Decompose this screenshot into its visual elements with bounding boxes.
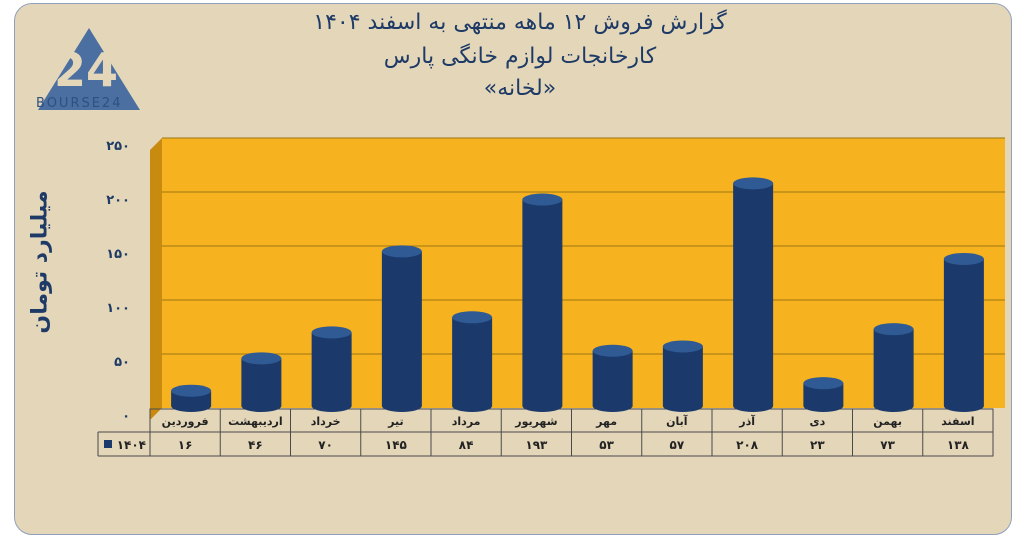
bourse24-logo: 24 — [38, 28, 140, 110]
data-value-label: ۵۷ — [670, 438, 685, 452]
data-value-label: ۱۳۸ — [947, 438, 970, 452]
bar-top — [592, 344, 633, 357]
bar — [873, 329, 914, 413]
data-value-label: ۷۰ — [318, 438, 333, 452]
y-tick-label: ۵۰ — [114, 355, 130, 370]
chart-subtitle: کارخانجات لوازم خانگی پارس — [383, 44, 657, 69]
data-value-label: ۱۹۳ — [525, 438, 548, 452]
bar-top — [241, 352, 282, 365]
bar-top — [873, 323, 914, 336]
bar — [522, 199, 563, 413]
logo-number: 24 — [54, 43, 118, 97]
plot-side-wall — [150, 138, 162, 420]
bar-top — [733, 177, 774, 190]
bar — [171, 390, 212, 413]
bar — [452, 317, 493, 413]
bar-top — [522, 193, 563, 206]
x-category-label: فروردین — [162, 415, 209, 428]
y-tick-label: ۱۰۰ — [106, 301, 130, 316]
x-category-label: مهر — [595, 415, 617, 428]
x-category-label: آذر — [738, 414, 755, 428]
y-tick-label: ۰ — [122, 409, 130, 424]
y-tick-label: ۲۵۰ — [106, 139, 130, 154]
bar — [943, 258, 984, 413]
bar-top — [171, 384, 212, 397]
y-tick-label: ۲۰۰ — [106, 193, 130, 208]
bar-top — [662, 340, 703, 353]
bar-top — [311, 326, 352, 339]
y-tick-label: ۱۵۰ — [106, 247, 130, 262]
x-category-label: شهریور — [514, 415, 557, 428]
x-category-label: بهمن — [873, 415, 902, 428]
bar-top — [943, 252, 984, 265]
x-category-label: خرداد — [311, 415, 341, 428]
data-value-label: ۱۴۵ — [385, 438, 407, 452]
data-value-label: ۸۴ — [459, 438, 474, 452]
x-category-label: اردیبهشت — [228, 415, 282, 428]
bar — [662, 346, 703, 413]
data-value-label: ۷۳ — [880, 438, 895, 452]
chart-title: گزارش فروش ۱۲ ماهه منتهی به اسفند ۱۴۰۴ — [313, 10, 727, 35]
bar-top — [803, 377, 844, 390]
chart-ticker: «لخانه» — [483, 76, 557, 101]
bar — [311, 332, 352, 413]
bar — [803, 383, 844, 413]
x-category-label: تیر — [387, 415, 403, 428]
x-category-label: دی — [810, 415, 826, 428]
x-category-label: اسفند — [941, 415, 974, 428]
bar — [381, 251, 422, 413]
logo-text: BOURSE24 — [36, 96, 123, 111]
data-value-label: ۲۰۸ — [736, 438, 759, 452]
x-category-label: آبان — [666, 414, 688, 428]
bar — [733, 183, 774, 413]
bar — [241, 358, 282, 413]
data-value-label: ۱۶ — [178, 438, 193, 452]
data-value-label: ۴۶ — [248, 438, 263, 452]
bar-top — [452, 311, 493, 324]
legend-label: ۱۴۰۴ — [117, 438, 146, 452]
bar — [592, 350, 633, 413]
x-category-label: مرداد — [452, 415, 481, 428]
data-value-label: ۲۳ — [810, 438, 825, 452]
bar-top — [381, 245, 422, 258]
legend-swatch — [104, 440, 112, 448]
plot-back-wall — [162, 138, 1005, 408]
data-value-label: ۵۳ — [599, 438, 614, 452]
